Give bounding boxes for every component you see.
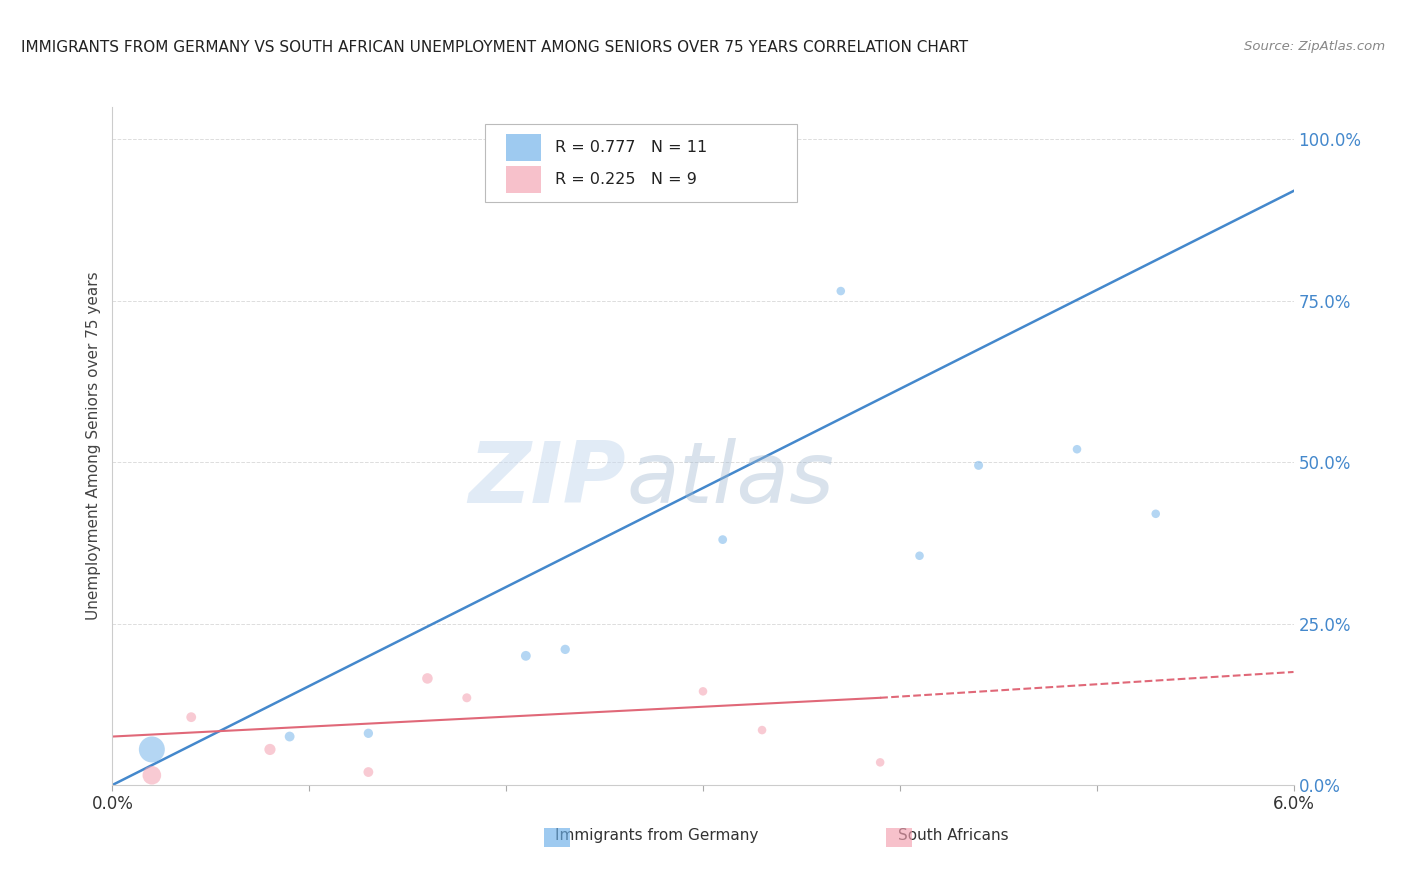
Point bbox=[278, 730, 301, 744]
Text: South Africans: South Africans bbox=[898, 829, 1008, 843]
Point bbox=[416, 672, 439, 686]
Point bbox=[141, 742, 163, 756]
Point bbox=[259, 742, 281, 756]
Point bbox=[357, 726, 380, 740]
Text: R = 0.777   N = 11: R = 0.777 N = 11 bbox=[555, 140, 707, 155]
Point bbox=[967, 458, 990, 473]
Bar bbox=[506, 166, 541, 194]
Y-axis label: Unemployment Among Seniors over 75 years: Unemployment Among Seniors over 75 years bbox=[86, 272, 101, 620]
Bar bbox=[886, 828, 912, 847]
Point bbox=[515, 648, 537, 663]
Point bbox=[830, 284, 852, 298]
Point bbox=[711, 533, 734, 547]
Bar bbox=[544, 828, 569, 847]
Bar bbox=[506, 134, 541, 161]
Point bbox=[554, 642, 576, 657]
Point bbox=[456, 690, 478, 705]
Text: Source: ZipAtlas.com: Source: ZipAtlas.com bbox=[1244, 40, 1385, 54]
Point bbox=[692, 684, 714, 698]
FancyBboxPatch shape bbox=[485, 124, 797, 202]
Point bbox=[751, 723, 773, 737]
Point bbox=[1066, 442, 1088, 457]
Point bbox=[180, 710, 202, 724]
Text: atlas: atlas bbox=[626, 438, 834, 522]
Text: R = 0.225   N = 9: R = 0.225 N = 9 bbox=[555, 172, 697, 187]
Text: ZIP: ZIP bbox=[468, 438, 626, 522]
Point bbox=[908, 549, 931, 563]
Text: IMMIGRANTS FROM GERMANY VS SOUTH AFRICAN UNEMPLOYMENT AMONG SENIORS OVER 75 YEAR: IMMIGRANTS FROM GERMANY VS SOUTH AFRICAN… bbox=[21, 40, 969, 55]
Text: Immigrants from Germany: Immigrants from Germany bbox=[555, 829, 759, 843]
Point bbox=[357, 765, 380, 780]
Point bbox=[1144, 507, 1167, 521]
Point bbox=[869, 756, 891, 770]
Point bbox=[141, 768, 163, 782]
